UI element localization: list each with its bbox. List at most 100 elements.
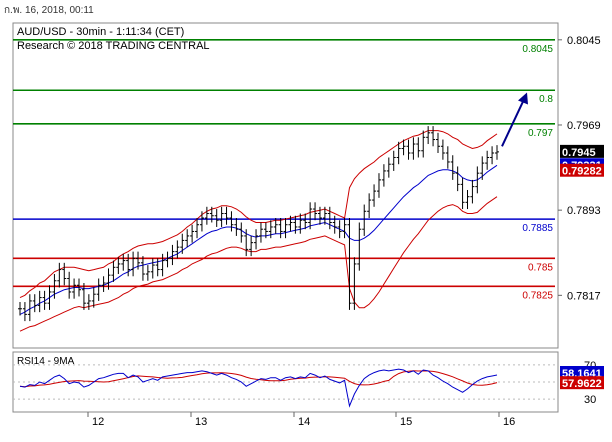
price-bar xyxy=(165,251,170,268)
price-bar xyxy=(303,213,308,230)
price-bar xyxy=(440,139,445,160)
price-bar xyxy=(37,290,42,313)
price-bar xyxy=(332,215,337,234)
price-bar xyxy=(131,251,136,277)
price-bar xyxy=(490,146,495,165)
price-bar xyxy=(214,209,219,227)
level-label: 0.8045 xyxy=(522,44,553,55)
price-bar xyxy=(249,235,254,257)
price-bar xyxy=(185,229,190,248)
price-bar xyxy=(199,211,204,232)
price-bar xyxy=(170,244,175,266)
price-bar xyxy=(327,206,332,230)
price-badge: 0.79282 xyxy=(560,163,604,178)
price-badge-label: 0.79282 xyxy=(562,166,602,178)
price-bar xyxy=(195,218,200,239)
price-bar xyxy=(160,253,165,277)
rsi-title: RSI14 - 9MA xyxy=(17,356,75,367)
price-bar xyxy=(42,290,47,310)
rsi-badge-box xyxy=(560,366,604,380)
chart-copyright: Research © 2018 TRADING CENTRAL xyxy=(17,40,210,52)
time-tick-label: 13 xyxy=(195,416,207,428)
price-bar xyxy=(337,220,342,239)
forecast-arrow-shaft xyxy=(501,99,525,147)
price-bar xyxy=(145,265,150,281)
price-tick-label: 0.8045 xyxy=(567,35,601,47)
time-axis: 12 13 14 15 16 xyxy=(87,412,515,428)
price-bar xyxy=(27,294,32,322)
price-bar xyxy=(190,224,195,243)
price-bar xyxy=(362,204,367,236)
price-bar xyxy=(81,283,86,310)
price-bar xyxy=(283,218,288,239)
time-tick-label: 15 xyxy=(400,416,412,428)
price-bar xyxy=(72,278,77,299)
price-bar xyxy=(352,257,357,310)
price-badge-label: 0.7945 xyxy=(562,147,596,159)
price-bar xyxy=(406,139,411,160)
level-label: 0.7885 xyxy=(522,223,553,234)
forecast-arrow xyxy=(501,92,528,147)
price-bar xyxy=(234,218,239,236)
price-bar xyxy=(342,218,347,239)
rsi-line xyxy=(19,368,498,408)
price-bar xyxy=(180,233,185,254)
price-bar xyxy=(431,126,436,147)
price-bar xyxy=(204,206,209,225)
price-bar xyxy=(465,189,470,210)
price-bar xyxy=(52,274,57,299)
price-bar xyxy=(101,276,106,292)
moving-average-line xyxy=(19,164,498,315)
price-bar xyxy=(480,156,485,180)
price-bar xyxy=(396,141,401,165)
price-tick-label: 0.7969 xyxy=(567,120,601,132)
price-bar xyxy=(391,150,396,171)
price-bar xyxy=(116,257,121,275)
level-label: 0.8 xyxy=(539,94,553,105)
price-bar xyxy=(416,137,421,158)
price-bar xyxy=(140,256,145,281)
rsi-badge-box xyxy=(560,376,604,390)
price-bar xyxy=(224,206,229,225)
price-bars xyxy=(18,126,499,322)
price-bar xyxy=(155,258,160,277)
level-label: 0.797 xyxy=(528,128,553,139)
price-bar xyxy=(386,157,391,178)
bollinger-bands xyxy=(19,130,498,332)
price-bar xyxy=(381,164,386,187)
price-bar xyxy=(372,184,377,207)
price-bar xyxy=(229,211,234,232)
price-bar xyxy=(77,278,82,297)
price-bar xyxy=(322,206,327,225)
price-bar xyxy=(298,213,303,234)
price-badge-box xyxy=(560,163,604,177)
price-bar xyxy=(209,206,214,223)
price-bar xyxy=(86,294,91,310)
price-bar xyxy=(254,229,259,250)
price-panel-frame xyxy=(12,22,559,349)
price-bar xyxy=(121,253,126,271)
price-bar xyxy=(91,287,96,308)
price-badge-box xyxy=(560,144,604,158)
price-bar xyxy=(47,285,52,310)
price-bar xyxy=(435,132,440,153)
window-timestamp: ก.พ. 16, 2018, 00:11 xyxy=(4,5,94,16)
price-bar xyxy=(485,150,490,170)
price-bar xyxy=(239,222,244,243)
price-bar xyxy=(150,258,155,279)
price-bar xyxy=(67,271,72,299)
price-bar xyxy=(111,260,116,282)
level-label: 0.7825 xyxy=(522,290,553,301)
price-bar xyxy=(411,137,416,160)
price-bar xyxy=(96,278,101,301)
price-bar xyxy=(376,173,381,198)
rsi-badge-label: 57.9622 xyxy=(562,378,602,390)
price-bar xyxy=(445,146,450,169)
price-bar xyxy=(273,218,278,234)
price-bar xyxy=(175,240,180,259)
rsi-tick-label: 30 xyxy=(584,394,596,406)
price-bar xyxy=(18,302,22,316)
